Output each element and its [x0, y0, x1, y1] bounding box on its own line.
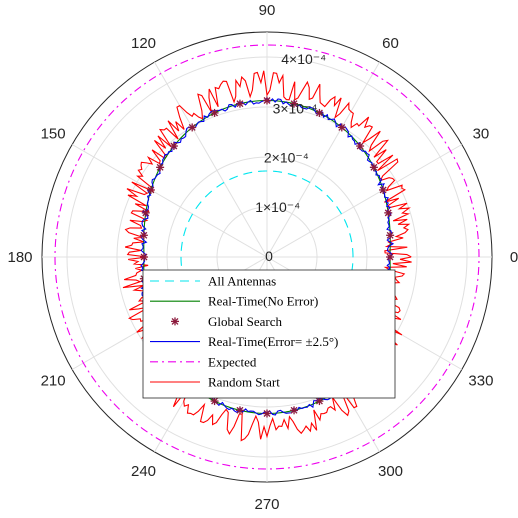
marker-stroke [156, 163, 164, 171]
legend-expected-label: Expected [208, 354, 257, 369]
theta-tick-330: 330 [468, 373, 493, 390]
marker-stroke [171, 317, 179, 325]
theta-tick-300: 300 [378, 463, 403, 480]
theta-tick-60: 60 [382, 35, 399, 52]
global-search-marker [337, 123, 346, 132]
marker-stroke [290, 406, 298, 414]
global-search-marker [386, 253, 394, 261]
global-search-marker [369, 163, 378, 172]
legend-box [142, 269, 396, 399]
marker-stroke [236, 406, 244, 414]
marker-stroke [379, 186, 387, 194]
marker-stroke [386, 231, 394, 239]
marker-stroke [263, 97, 271, 104]
marker-stroke [140, 253, 148, 261]
global-search-marker [210, 108, 219, 117]
theta-tick-270: 270 [254, 496, 279, 513]
legend-global-search-marker [171, 317, 179, 326]
marker-stroke [370, 163, 378, 171]
marker-stroke [211, 397, 219, 405]
marker-stroke [315, 109, 323, 117]
global-search-marker [263, 96, 271, 105]
legend-real-time-error-2-5-label: Real-Time(Error= ±2.5°) [208, 334, 338, 349]
global-search-marker [263, 409, 271, 418]
r-tick-4: 4×10⁻⁴ [281, 51, 326, 67]
theta-tick-0: 0 [510, 249, 518, 266]
global-search-marker [386, 231, 395, 240]
global-search-marker [379, 185, 388, 194]
marker-stroke [211, 109, 219, 117]
marker-stroke [142, 209, 150, 217]
marker-stroke [384, 209, 392, 217]
marker-stroke [236, 100, 244, 108]
global-search-marker [188, 123, 197, 132]
marker-stroke [386, 253, 394, 261]
global-search-marker [169, 142, 178, 151]
grid-spoke-60 [266, 61, 380, 258]
theta-tick-240: 240 [131, 463, 156, 480]
legend-global-search-label: Global Search [208, 314, 283, 329]
grid-spoke-120 [154, 61, 268, 258]
r-tick-2: 2×10⁻⁴ [264, 150, 309, 166]
global-search-marker [141, 208, 150, 217]
theta-tick-30: 30 [473, 126, 490, 143]
marker-stroke [315, 397, 323, 405]
global-search-marker [315, 397, 324, 406]
marker-stroke [263, 410, 271, 417]
r-tick-0: 0 [265, 248, 273, 264]
marker-stroke [170, 142, 178, 150]
tick-labels: 0 30 60 90 120 150 180 210 240 270 300 330 0 1×10⁻⁴ 2×… [7, 2, 518, 513]
grid-spoke-150 [71, 144, 268, 258]
marker-stroke [188, 123, 196, 131]
theta-tick-210: 210 [41, 373, 66, 390]
global-search-marker [290, 99, 299, 108]
r-tick-3: 3×10⁻⁴ [273, 100, 318, 116]
global-search-marker [156, 163, 165, 172]
marker-stroke [140, 231, 148, 239]
theta-tick-120: 120 [131, 35, 156, 52]
series-expected [54, 44, 480, 470]
legend-real-time-no-error-label: Real-Time(No Error) [208, 294, 318, 309]
global-search-marker [315, 108, 324, 117]
global-search-marker [140, 253, 148, 261]
global-search-marker [235, 99, 244, 108]
legend-random-start-label: Random Start [208, 375, 280, 390]
marker-stroke [147, 186, 155, 194]
global-search-marker [290, 406, 299, 415]
global-search-marker [384, 208, 393, 217]
r-tick-1: 1×10⁻⁴ [255, 199, 300, 215]
global-search-marker [139, 231, 148, 240]
legend: All Antennas Real-Time(No Error) Global Se… [142, 269, 396, 399]
global-search-marker [146, 185, 155, 194]
marker-stroke [338, 123, 346, 131]
marker-stroke [356, 142, 364, 150]
legend-all-antennas-label: All Antennas [208, 274, 276, 289]
global-search-marker [235, 406, 244, 415]
theta-tick-180: 180 [7, 249, 32, 266]
marker-stroke [290, 100, 298, 108]
theta-tick-150: 150 [41, 126, 66, 143]
global-search-marker [210, 397, 219, 406]
global-search-marker [356, 142, 365, 151]
theta-tick-90: 90 [259, 2, 276, 19]
grid-spoke-30 [266, 144, 463, 258]
